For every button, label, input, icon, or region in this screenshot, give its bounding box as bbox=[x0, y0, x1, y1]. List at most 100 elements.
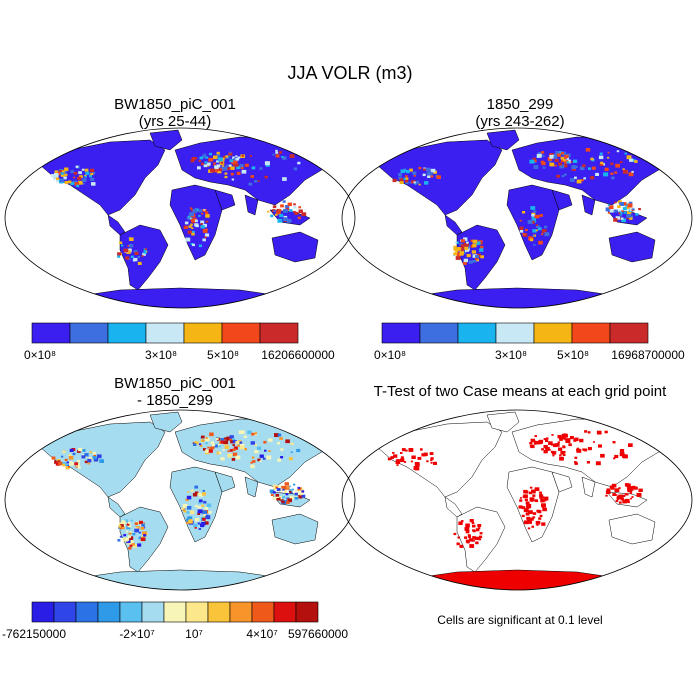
grid-cell bbox=[270, 494, 274, 497]
grid-cell bbox=[192, 209, 198, 213]
grid-cell bbox=[605, 207, 611, 212]
grid-cell bbox=[205, 211, 209, 214]
grid-cell bbox=[614, 488, 620, 493]
grid-cell bbox=[290, 442, 294, 446]
grid-cell bbox=[64, 167, 69, 171]
grid-cell bbox=[274, 433, 279, 437]
grid-cell bbox=[519, 497, 522, 499]
grid-cell bbox=[528, 510, 533, 514]
grid-cell bbox=[286, 501, 290, 504]
grid-cell bbox=[243, 435, 247, 438]
grid-cell bbox=[224, 437, 227, 440]
colorbar-swatch bbox=[609, 322, 649, 344]
panel-title-case2-line1: 1850_299 bbox=[486, 96, 554, 113]
grid-cell bbox=[90, 172, 94, 176]
grid-cell bbox=[472, 239, 478, 244]
grid-cell bbox=[518, 505, 523, 509]
grid-cell bbox=[257, 180, 260, 182]
grid-cell bbox=[293, 203, 296, 206]
grid-cell bbox=[54, 175, 59, 179]
grid-cell bbox=[612, 441, 616, 444]
grid-cell bbox=[632, 208, 635, 211]
grid-cell bbox=[561, 175, 565, 178]
grid-cell bbox=[283, 215, 288, 219]
grid-cell bbox=[399, 180, 404, 184]
grid-cell bbox=[194, 223, 199, 227]
grid-cell bbox=[566, 157, 570, 160]
grid-cell bbox=[418, 183, 421, 186]
grid-cell bbox=[595, 172, 599, 176]
grid-cell bbox=[216, 160, 219, 163]
grid-cell bbox=[214, 165, 219, 169]
grid-cell bbox=[133, 250, 138, 253]
grid-cell bbox=[614, 454, 619, 459]
grid-cell bbox=[217, 157, 223, 162]
grid-cell bbox=[453, 252, 458, 256]
grid-cell bbox=[241, 169, 247, 174]
grid-cell bbox=[286, 486, 289, 489]
grid-cell bbox=[544, 499, 547, 502]
spots-case1 bbox=[51, 149, 307, 265]
grid-cell bbox=[60, 173, 65, 177]
grid-cell bbox=[132, 259, 136, 262]
grid-cell bbox=[415, 180, 420, 184]
grid-cell bbox=[604, 430, 608, 434]
colorbar-swatch bbox=[31, 322, 71, 344]
grid-cell bbox=[205, 437, 210, 442]
grid-cell bbox=[256, 446, 262, 450]
grid-cell bbox=[586, 461, 590, 464]
grid-cell bbox=[460, 239, 465, 243]
grid-cell bbox=[225, 164, 229, 167]
grid-cell bbox=[227, 450, 230, 453]
grid-cell bbox=[468, 535, 472, 539]
grid-cell bbox=[294, 492, 298, 496]
colorbar-swatch bbox=[141, 601, 165, 623]
grid-cell bbox=[410, 460, 413, 463]
grid-cell bbox=[590, 176, 595, 180]
grid-cell bbox=[456, 542, 460, 546]
grid-cell bbox=[249, 155, 252, 157]
grid-cell bbox=[459, 544, 464, 548]
grid-cell bbox=[301, 490, 305, 493]
grid-cell bbox=[532, 512, 537, 515]
grid-cell bbox=[528, 491, 533, 495]
colorbar-swatch bbox=[457, 322, 497, 344]
grid-cell bbox=[531, 216, 536, 221]
grid-cell bbox=[457, 247, 463, 251]
grid-cell bbox=[413, 466, 419, 470]
grid-cell bbox=[205, 156, 209, 159]
grid-cell bbox=[574, 461, 577, 464]
grid-cell bbox=[202, 510, 207, 514]
grid-cell bbox=[198, 443, 202, 446]
colorbar-swatch bbox=[229, 601, 253, 623]
grid-cell bbox=[609, 485, 614, 489]
grid-cell bbox=[563, 164, 568, 168]
grid-cell bbox=[537, 510, 542, 514]
grid-cell bbox=[545, 446, 550, 451]
grid-cell bbox=[529, 444, 534, 448]
colorbar-label: 16206600000 bbox=[261, 348, 335, 362]
grid-cell bbox=[615, 216, 620, 220]
colorbar-label: -2×10⁷ bbox=[119, 627, 154, 641]
grid-cell bbox=[134, 251, 139, 255]
grid-cell bbox=[531, 213, 535, 217]
grid-cell bbox=[190, 159, 195, 163]
grid-cell bbox=[413, 181, 416, 184]
grid-cell bbox=[387, 457, 392, 461]
grid-cell bbox=[532, 494, 536, 497]
grid-cell bbox=[282, 177, 287, 181]
grid-cell bbox=[453, 245, 457, 249]
grid-cell bbox=[197, 512, 201, 515]
grid-cell bbox=[285, 439, 290, 444]
grid-cell bbox=[627, 210, 632, 215]
grid-cell bbox=[236, 171, 241, 175]
grid-cell bbox=[609, 209, 614, 213]
grid-cell bbox=[288, 457, 293, 461]
grid-cell bbox=[208, 449, 213, 453]
grid-cell bbox=[615, 163, 620, 168]
grid-cell bbox=[278, 209, 282, 212]
grid-cell bbox=[203, 500, 207, 504]
grid-cell bbox=[232, 156, 236, 159]
grid-cell bbox=[68, 454, 72, 457]
